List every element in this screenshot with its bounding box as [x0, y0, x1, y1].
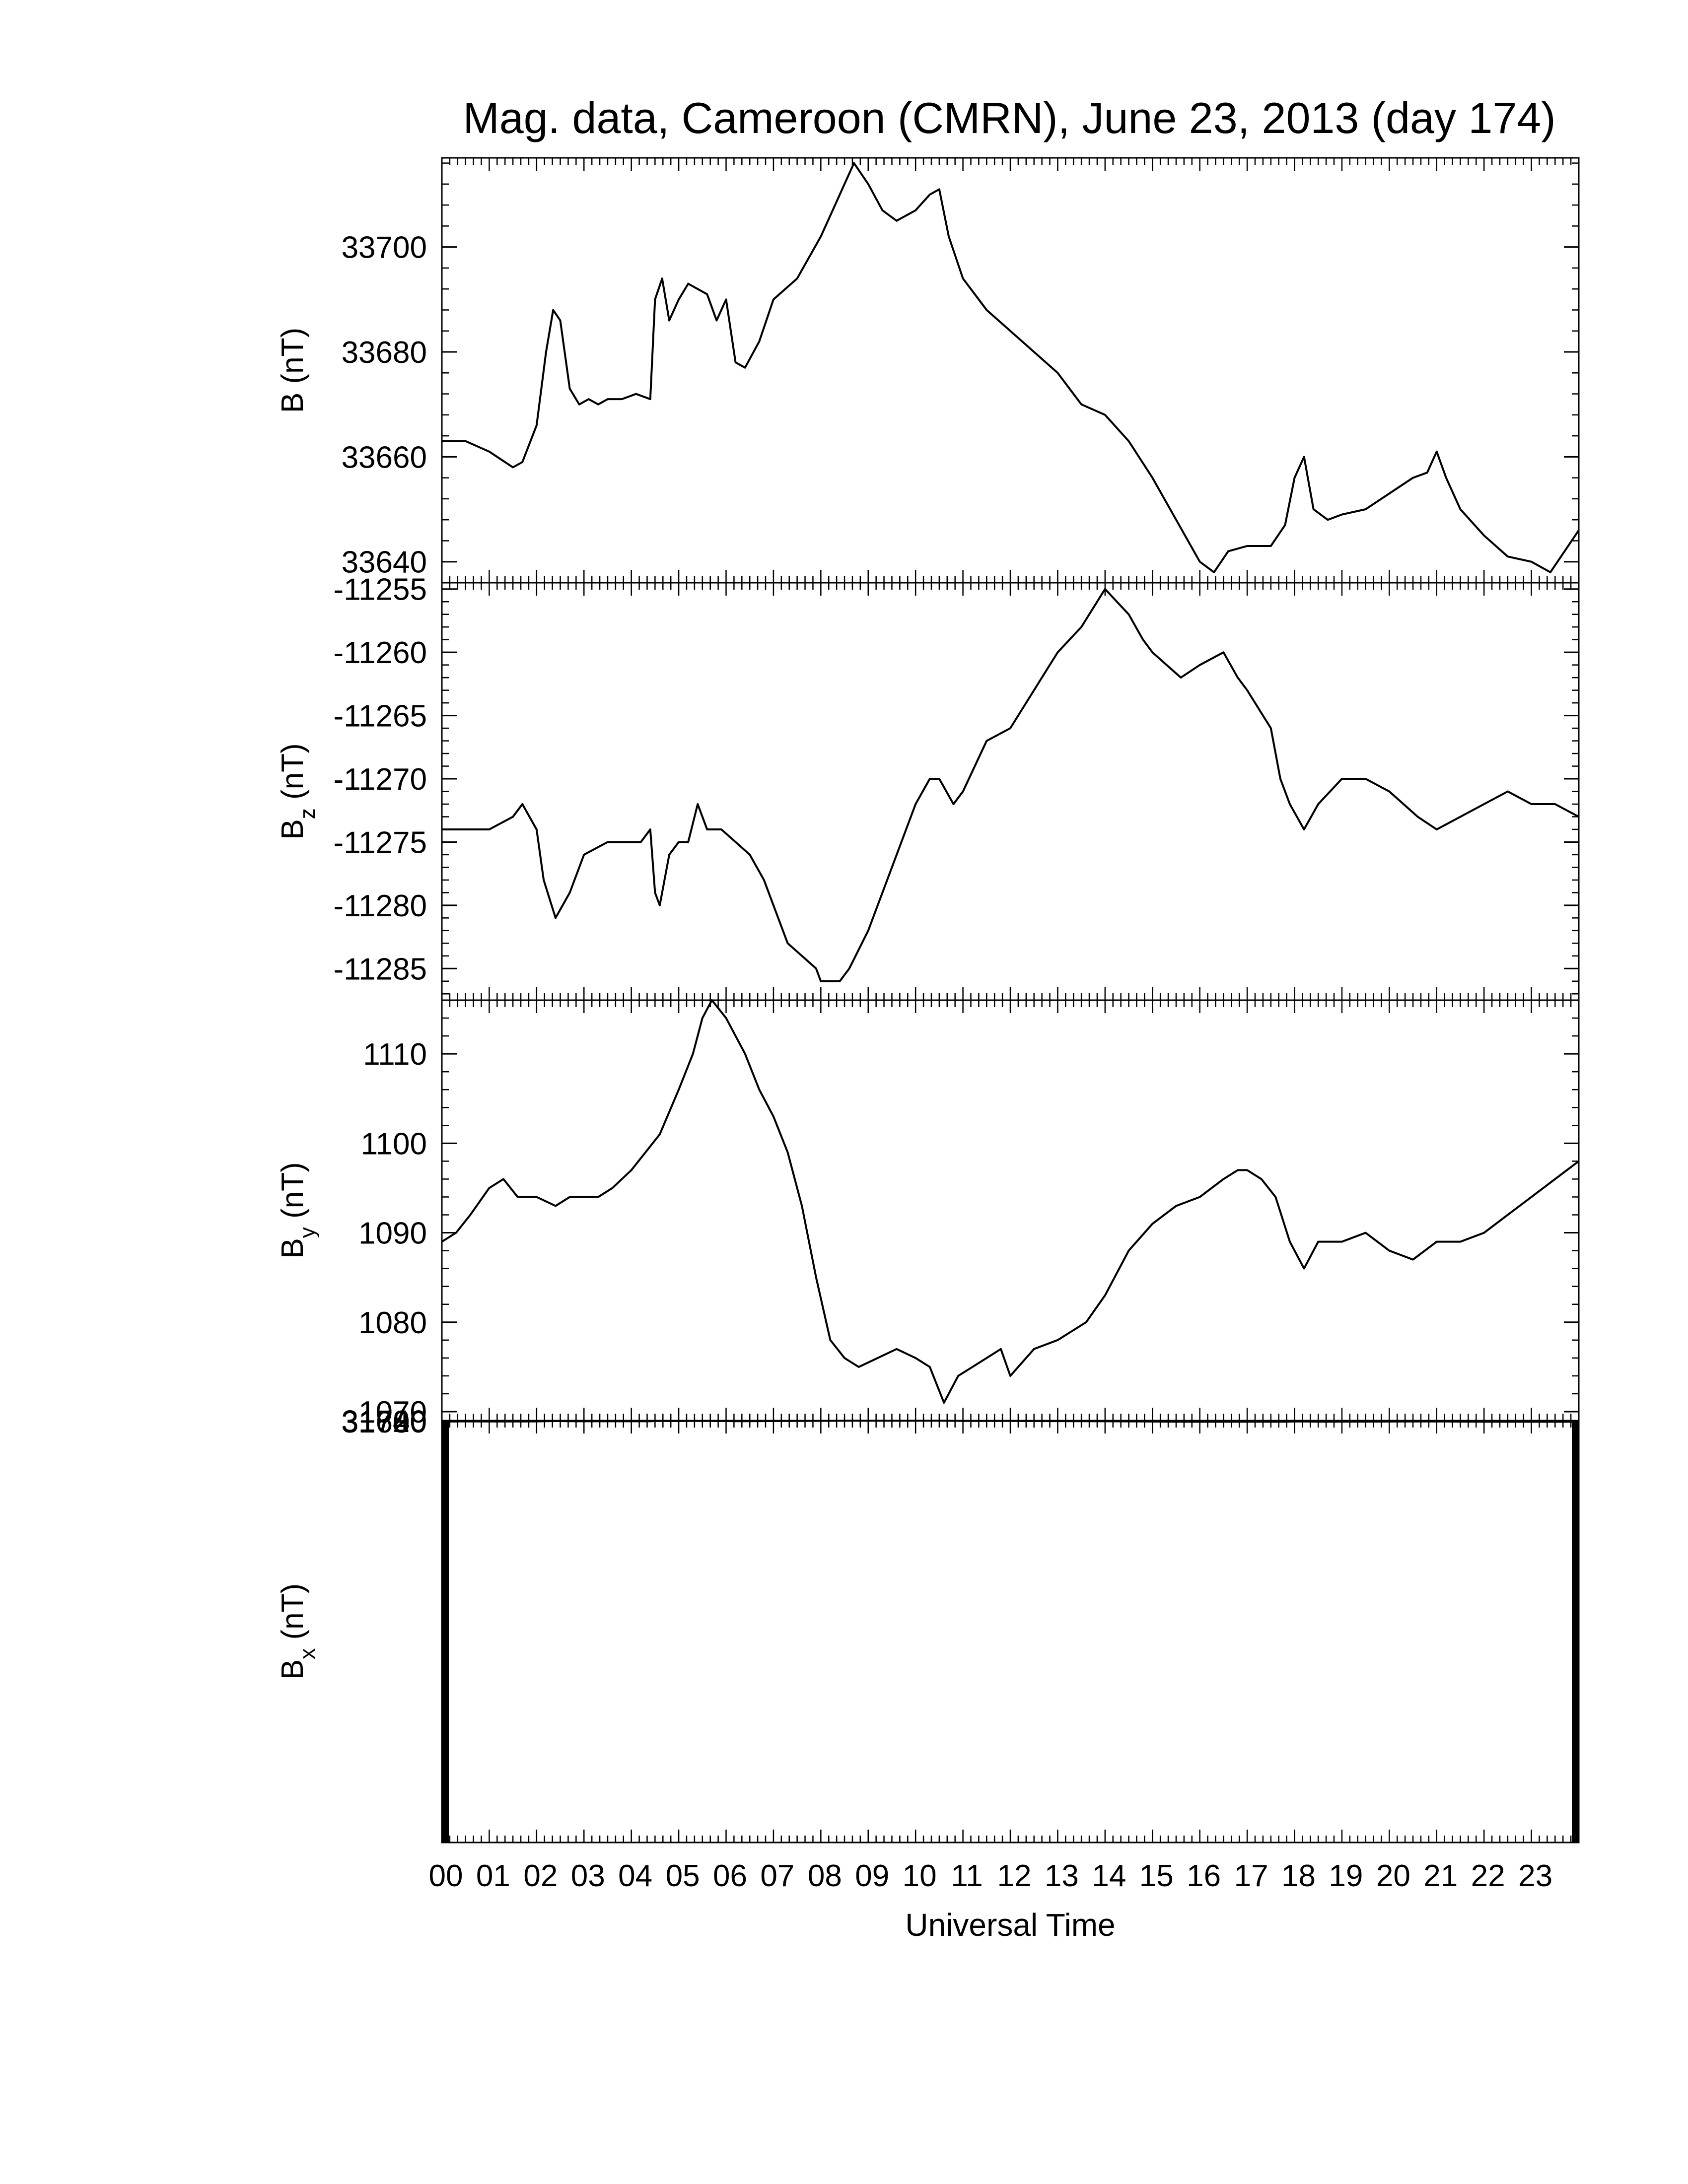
y-tick-label: -11265 [334, 699, 427, 734]
y-axis-label: B (nT) [276, 328, 310, 413]
y-axis-label: Bz (nT) [276, 743, 320, 839]
y-tick-label: 33640 [342, 546, 427, 580]
y-axis-label: By (nT) [276, 1162, 320, 1258]
panel-frame [441, 1420, 1580, 1843]
x-axis-label: Universal Time [905, 1907, 1115, 1943]
y-tick-label: -11275 [334, 825, 427, 860]
y-tick-label: 1100 [361, 1127, 427, 1161]
panel-2: 1070 1080 1090 1100 1110 By (nT) [276, 999, 1580, 1430]
panel-frame [441, 999, 1580, 1422]
panel-0: 33640 33660 33680 33700 B (nT) [276, 157, 1580, 584]
series-line [442, 588, 1579, 982]
y-tick-label: 1070 [358, 1395, 427, 1430]
y-tick-label: -11280 [334, 889, 427, 923]
series-line [441, 999, 1580, 1404]
y-tick-label: -11285 [334, 952, 427, 986]
y-tick-label: -11270 [334, 762, 427, 797]
chart-title: Mag. data, Cameroon (CMRN), June 23, 201… [463, 93, 1555, 142]
y-tick-label: 33680 [342, 336, 427, 370]
panel-frame [441, 157, 1580, 584]
y-tick-label: -11260 [334, 636, 427, 670]
y-tick-label: 33700 [342, 231, 427, 265]
y-tick-label: 1090 [358, 1217, 427, 1251]
y-tick-label: 33660 [342, 440, 427, 475]
panel-1: -11285 -11280 -11275 -11270 -11265 -11260 -112… [276, 573, 1580, 1001]
series-line [442, 162, 1580, 573]
panel-frame [441, 582, 1580, 1001]
y-tick-label: -11255 [334, 573, 427, 607]
y-tick-label: 1110 [363, 1037, 427, 1072]
y-tick-label: 1080 [358, 1306, 427, 1340]
